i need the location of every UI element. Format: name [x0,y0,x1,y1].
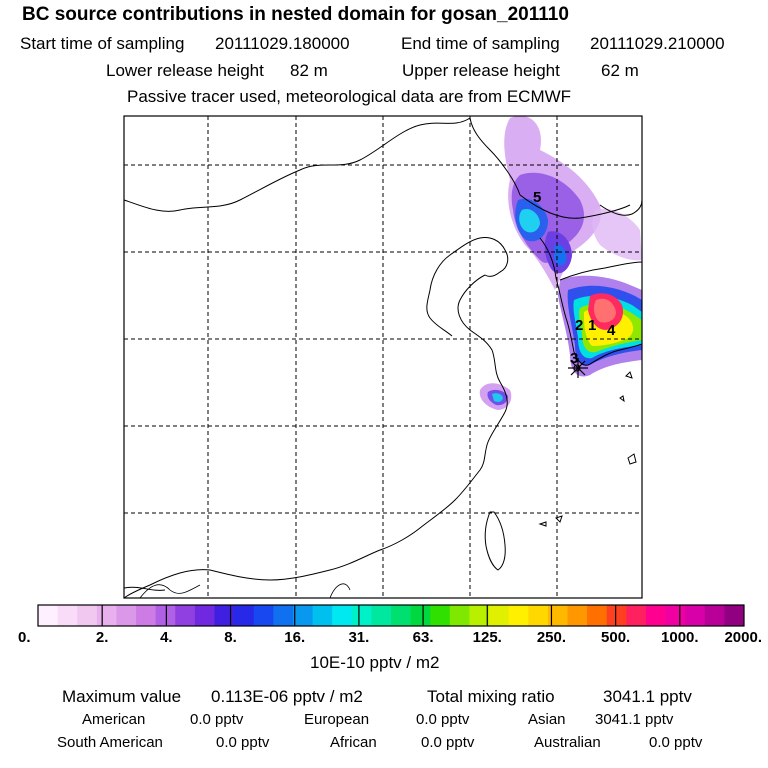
region-value: 3041.1 pptv [595,711,674,728]
colorbar-cell [665,605,686,626]
colorbar-cell [704,605,725,626]
colorbar-cell [371,605,392,626]
colorbar-cell [175,605,196,626]
colorbar-cell [645,605,667,626]
colorbar-cell [57,605,78,626]
colorbar-cell [567,605,588,626]
region-value: 0.0 pptv [421,734,475,751]
colorbar-cell [528,605,549,626]
colorbar-tick-label: 1000. [661,629,699,646]
start-time-label: Start time of sampling [20,34,185,53]
colorbar-cell [234,605,255,626]
colorbar-cell [547,605,568,626]
colorbar-cell [351,605,372,626]
colorbar-cell [724,605,745,626]
region-value: 0.0 pptv [416,711,470,728]
colorbar-cell [96,605,117,626]
max-value: 0.113E-06 pptv / m2 [211,687,363,706]
colorbar-cell [38,605,59,626]
colorbar-tick-label: 500. [601,629,631,646]
region-value: 0.0 pptv [649,734,703,751]
colorbar-units: 10E-10 pptv / m2 [310,653,440,672]
colorbar-cell [312,605,333,626]
marker-1: 1 [588,317,597,334]
max-value-label: Maximum value [62,687,182,706]
plume-north [504,116,601,290]
region-name: European [304,711,370,728]
colorbar-cell [194,605,215,626]
marker-4: 4 [607,322,616,339]
colorbar-cell [449,605,470,626]
colorbar-frame [37,604,745,627]
colorbar-cell [136,605,157,626]
borders [139,583,351,598]
region-name: Asian [528,711,566,728]
colorbar-tick-label: 2000. [724,629,762,646]
map-grid [124,116,642,598]
colorbar-cell [508,605,529,626]
colorbar-cell [214,605,235,626]
colorbar-cell [430,605,451,626]
colorbar-cell [273,605,294,626]
marker-5: 5 [533,189,542,206]
colorbar-cell [292,605,314,626]
colorbar-tick-label: 125. [472,629,502,646]
total-mixing-value: 3041.1 pptv [603,687,692,706]
colorbar-tick-label: 63. [412,629,434,646]
colorbar-cell [606,605,627,626]
colorbar-cell [253,605,274,626]
start-time-value: 20111029.180000 [215,34,350,53]
colorbar-cell [332,605,353,626]
plume-shanghai [479,383,512,410]
colorbar-cell [116,605,137,626]
marker-2: 2 [575,317,584,334]
colorbar-cell [626,605,647,626]
chart-title: BC source contributions in nested domain… [22,4,569,25]
colorbar-tick-label: 4. [160,629,173,646]
colorbar-tick-label: 250. [536,629,567,646]
total-mixing-label: Total mixing ratio [427,687,555,706]
colorbar-cell [587,605,608,626]
colorbar-tick-label: 0. [18,629,31,646]
colorbar-cell [155,605,176,626]
plume-korea [558,275,642,377]
colorbar-ticks [101,605,681,626]
receptor-star-icon [568,358,588,378]
colorbar-tick-label: 16. [284,629,306,646]
region-name: Australian [534,734,601,751]
colorbar-cell [685,605,706,626]
region-name: South American [57,734,163,751]
region-value: 0.0 pptv [216,734,270,751]
map-frame [123,115,643,599]
lower-release-value: 82 m [290,61,328,80]
colorbar-cell [391,605,412,626]
colorbar-tick-label: 31. [348,629,370,646]
colorbar-cell [410,605,431,626]
colorbar-cell [489,605,510,626]
marker-3: 3 [570,350,579,367]
end-time-label: End time of sampling [401,34,560,53]
colorbar-cells [38,605,745,626]
colorbar-tick-label: 8. [224,629,237,646]
colorbar-tick-label: 2. [95,629,109,646]
region-name: American [82,711,146,728]
tracer-note: Passive tracer used, meteorological data… [127,87,572,106]
colorbar-cell [469,605,490,626]
upper-release-label: Upper release height [402,61,560,80]
lower-release-label: Lower release height [106,61,264,80]
end-time-value: 20111029.210000 [590,34,725,53]
colorbar-cell [77,605,98,626]
region-name: African [330,734,377,751]
region-value: 0.0 pptv [190,711,244,728]
coastlines [124,117,642,598]
plume-northeast [592,208,642,261]
upper-release-value: 62 m [601,61,639,80]
